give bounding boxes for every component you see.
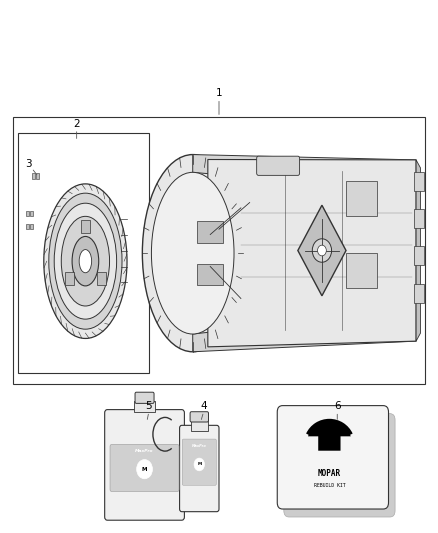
Ellipse shape (44, 184, 127, 338)
Circle shape (137, 459, 152, 479)
Polygon shape (208, 159, 416, 347)
Text: REBUILD KIT: REBUILD KIT (314, 483, 345, 488)
Bar (13, 117, 425, 384)
Text: MaxPro: MaxPro (192, 443, 207, 448)
Text: 6: 6 (334, 401, 341, 411)
Text: MaxPro: MaxPro (135, 449, 154, 453)
Text: 1: 1 (215, 88, 223, 98)
FancyBboxPatch shape (135, 392, 154, 403)
Circle shape (312, 239, 332, 262)
Bar (346, 253, 377, 288)
Circle shape (318, 245, 326, 256)
Ellipse shape (72, 237, 99, 286)
FancyBboxPatch shape (110, 445, 179, 491)
Text: 2: 2 (73, 119, 80, 128)
Bar (414, 284, 424, 303)
Bar (26, 224, 29, 229)
Ellipse shape (142, 155, 243, 352)
FancyBboxPatch shape (277, 406, 389, 509)
Text: 5: 5 (145, 401, 152, 411)
Bar (26, 211, 29, 216)
Bar (197, 264, 223, 285)
Bar (30, 211, 33, 216)
Text: M: M (197, 463, 201, 466)
Text: M: M (142, 467, 147, 472)
Circle shape (194, 458, 205, 471)
Bar (346, 181, 377, 216)
Bar (81, 220, 90, 233)
FancyBboxPatch shape (190, 411, 208, 422)
Polygon shape (298, 205, 346, 296)
FancyBboxPatch shape (182, 439, 216, 485)
Ellipse shape (49, 193, 122, 329)
Text: MOPAR: MOPAR (318, 469, 341, 478)
Text: 3: 3 (25, 159, 32, 169)
Bar (134, 401, 155, 411)
Bar (18, 133, 149, 373)
Bar (197, 221, 223, 243)
Polygon shape (193, 309, 416, 352)
Bar (36, 173, 39, 179)
Polygon shape (193, 155, 416, 192)
Bar (414, 246, 424, 265)
Bar (191, 419, 208, 431)
Bar (65, 272, 74, 285)
Bar (414, 209, 424, 228)
Bar (32, 173, 35, 179)
Ellipse shape (61, 216, 110, 306)
Polygon shape (306, 422, 353, 451)
Bar (97, 272, 106, 285)
FancyBboxPatch shape (284, 414, 395, 517)
FancyBboxPatch shape (180, 425, 219, 512)
Ellipse shape (79, 249, 92, 273)
Ellipse shape (54, 203, 117, 319)
Polygon shape (416, 160, 420, 341)
FancyBboxPatch shape (105, 409, 184, 520)
FancyBboxPatch shape (257, 156, 300, 175)
Ellipse shape (152, 172, 234, 334)
Bar (414, 172, 424, 191)
Bar (30, 224, 33, 229)
Polygon shape (126, 411, 163, 419)
Text: 4: 4 (200, 401, 207, 411)
